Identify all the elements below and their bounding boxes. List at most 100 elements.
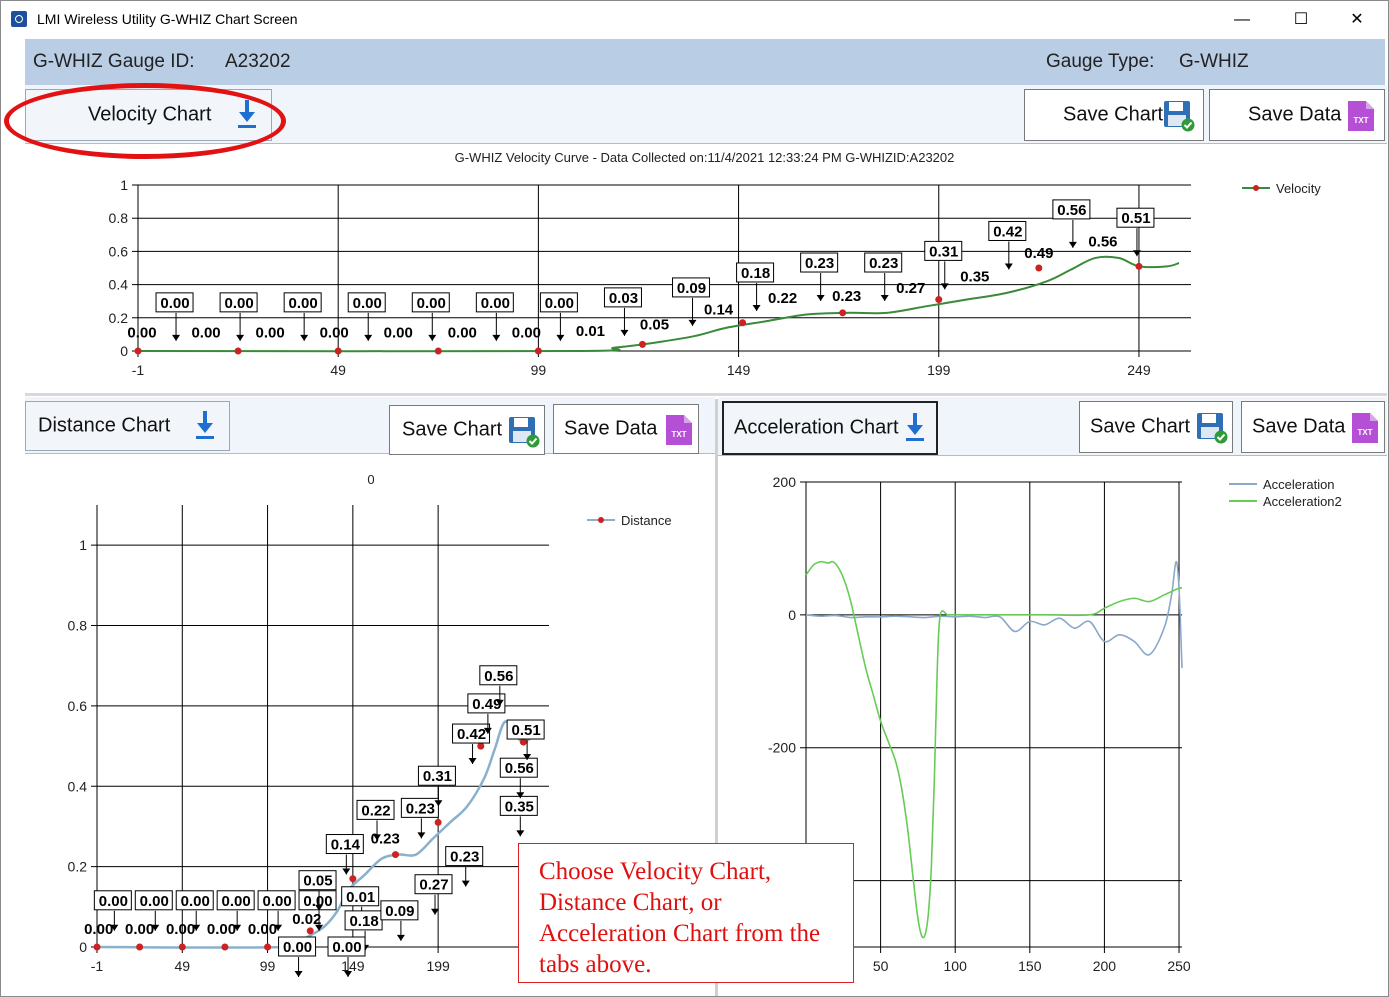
data-label: 0.00 (256, 325, 285, 342)
acceleration-save-chart-button[interactable]: Save Chart (1079, 401, 1233, 453)
instruction-note: Choose Velocity Chart, Distance Chart, o… (518, 843, 854, 983)
data-label: 0.00 (207, 921, 236, 938)
data-point (221, 943, 229, 951)
y-tick-label: 0.2 (68, 859, 88, 875)
gauge-info-bar: G-WHIZ Gauge ID: A23202 Gauge Type: G-WH… (25, 39, 1385, 85)
data-label-box (341, 886, 380, 907)
label-arrowhead (192, 924, 201, 931)
label-arrowhead (151, 924, 160, 931)
txt-badge: TXT (1353, 116, 1368, 125)
data-label: 0.18 (741, 265, 770, 282)
data-label: 0.00 (289, 295, 318, 312)
data-label-box (672, 277, 711, 298)
velocity-save-data-button[interactable]: Save Data TXT (1209, 89, 1385, 141)
data-label: 0.27 (419, 877, 448, 894)
data-point (434, 818, 442, 826)
data-label-box (219, 292, 258, 313)
data-label: 0.56 (1057, 202, 1086, 219)
data-label: 0.09 (385, 903, 414, 920)
legend-label: Velocity (1276, 181, 1321, 196)
data-label-box (864, 252, 903, 273)
data-label-box (475, 292, 514, 313)
data-label: 0.00 (332, 939, 361, 956)
data-label-box (327, 936, 366, 957)
data-label: 0.00 (248, 921, 277, 938)
data-label: 0.00 (512, 325, 541, 342)
minimize-button[interactable]: — (1234, 11, 1250, 28)
x-tick-label: 49 (330, 362, 346, 378)
data-label: 0.05 (303, 873, 332, 890)
data-label: 0.56 (484, 668, 513, 685)
data-point (1035, 264, 1043, 272)
tab-acceleration-chart[interactable]: Acceleration Chart (722, 401, 938, 455)
series-line-acceleration2 (805, 560, 1183, 939)
tab-velocity-chart[interactable]: Velocity Chart (25, 89, 272, 141)
distance-save-chart-button[interactable]: Save Chart (389, 405, 545, 455)
distance-save-data-button[interactable]: Save Data TXT (553, 404, 699, 454)
data-label-box (344, 910, 383, 931)
data-label: 0.00 (417, 295, 446, 312)
y-tick-label: 0.4 (109, 277, 129, 293)
x-tick-label: 49 (174, 958, 190, 974)
data-label: 0.00 (320, 325, 349, 342)
label-arrowhead (523, 754, 532, 761)
data-label-box (325, 834, 364, 855)
distance-save-data-label: Save Data (564, 417, 658, 440)
label-arrowhead (172, 334, 181, 341)
data-label: 0.22 (361, 802, 390, 819)
distance-save-chart-label: Save Chart (402, 418, 503, 441)
acceleration-save-chart-label: Save Chart (1090, 415, 1191, 438)
tab-velocity-label: Velocity Chart (88, 103, 212, 126)
gauge-type-label: Gauge Type: (1046, 51, 1155, 72)
download-arrow-icon (196, 411, 214, 439)
tab-distance-chart[interactable]: Distance Chart (25, 401, 230, 451)
data-label-box (1052, 199, 1091, 220)
legend-marker (1253, 185, 1259, 191)
data-label: 0.00 (353, 295, 382, 312)
data-label-box (445, 846, 484, 867)
label-arrowhead (752, 304, 761, 311)
data-point (1135, 262, 1143, 270)
maximize-button[interactable]: ☐ (1293, 11, 1309, 28)
x-tick-label: 249 (1127, 362, 1151, 378)
label-arrowhead (516, 830, 525, 837)
velocity-save-chart-button[interactable]: Save Chart (1024, 89, 1204, 141)
data-label: 0.49 (472, 696, 501, 713)
data-point (134, 347, 142, 355)
data-label: 0.09 (677, 280, 706, 297)
data-label: 0.00 (125, 921, 154, 938)
y-tick-label: 200 (773, 474, 797, 490)
series-line-velocity (137, 255, 1180, 353)
x-tick-label: 100 (944, 958, 968, 974)
data-label-box (499, 757, 538, 778)
y-tick-label: 1 (79, 537, 87, 553)
series-line-acceleration (805, 560, 1183, 669)
data-label: 0.23 (450, 849, 479, 866)
acceleration-save-data-button[interactable]: Save Data TXT (1241, 401, 1385, 453)
close-button[interactable]: ✕ (1350, 11, 1364, 28)
data-point (334, 347, 342, 355)
data-label: 0.22 (768, 290, 797, 307)
data-point (264, 943, 272, 951)
label-arrowhead (294, 971, 303, 977)
data-label: 0.56 (505, 760, 534, 777)
data-label-box (479, 665, 518, 686)
data-label-box (499, 795, 538, 816)
data-point (391, 851, 399, 859)
data-label: 0.01 (346, 889, 375, 906)
txt-badge: TXT (1357, 428, 1372, 437)
data-label-box (283, 292, 322, 313)
gauge-type-value: G-WHIZ (1179, 51, 1249, 72)
data-label-box (988, 220, 1027, 241)
data-label-box (417, 765, 456, 786)
data-label: 0.00 (262, 893, 291, 910)
x-tick-label: 150 (1018, 958, 1042, 974)
y-tick-label: 0.8 (68, 618, 88, 634)
y-tick-label: 0.2 (109, 310, 129, 326)
label-arrowhead (110, 924, 119, 931)
data-point (136, 943, 144, 951)
data-label: 0.35 (960, 268, 989, 285)
data-label-box (257, 890, 296, 911)
instruction-text: Choose Velocity Chart, Distance Chart, o… (539, 858, 821, 978)
download-arrow-icon (906, 413, 924, 441)
